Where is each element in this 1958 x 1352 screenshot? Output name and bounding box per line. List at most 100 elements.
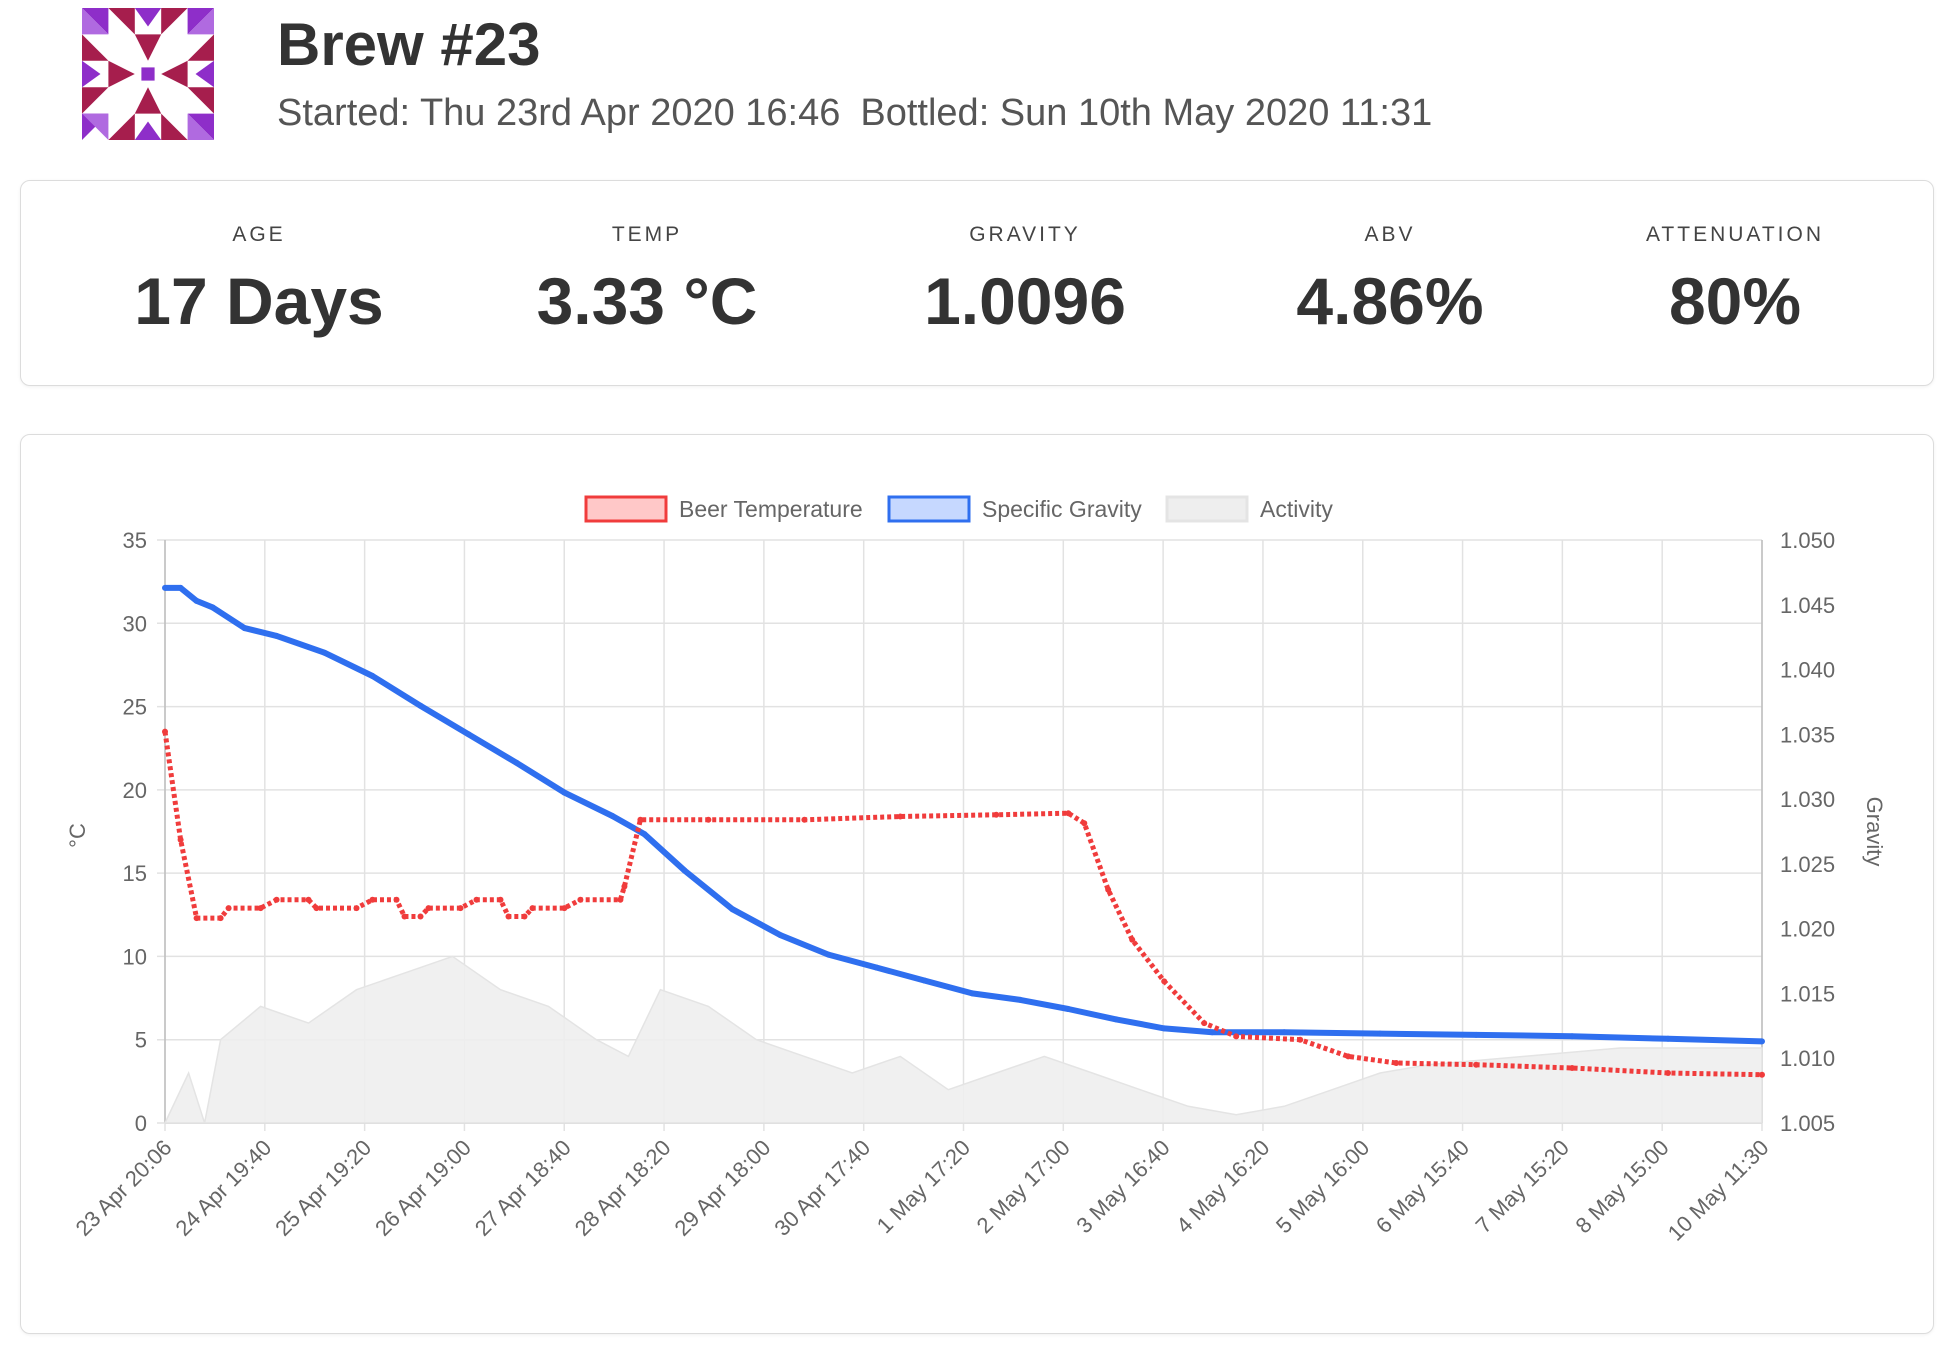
stat-value: 80% (1668, 264, 1802, 338)
fermentation-chart: 0 5 10 15 20 25 30 35 1.005 1.010 1.015 1.020 1.025 1… (65, 495, 1887, 1246)
stat-value: 3.33 °C (536, 264, 758, 338)
gravity-point (465, 731, 472, 738)
stat-value: 17 Days (134, 264, 384, 338)
stat-label: ABV (1364, 223, 1416, 246)
bottled-date: Bottled: Sun 10th May 2020 11:31 (860, 92, 1433, 134)
temperature-point (1569, 1065, 1576, 1071)
page-title: Brew #23 (277, 11, 541, 78)
temperature-point (417, 913, 424, 920)
temperature-point (1129, 936, 1136, 943)
started-date: Started: Thu 23rd Apr 2020 16:46 (277, 92, 841, 134)
temperature-point (521, 913, 528, 920)
gravity-point (1017, 996, 1024, 1003)
gravity-point (209, 604, 216, 611)
temperature-point (577, 896, 584, 903)
temperature-point (162, 728, 168, 735)
x-tick-label: 8 May 15:00 (1570, 1135, 1673, 1238)
temperature-point (505, 913, 512, 920)
temperature-point (561, 905, 568, 912)
temperature-point (1297, 1036, 1304, 1043)
stat-value: 1.0096 (924, 264, 1126, 338)
gravity-point (321, 649, 328, 656)
temperature-point (1105, 886, 1112, 893)
stat-age: AGE 17 Days (79, 223, 439, 339)
legend-beer-temperature: Beer Temperature (584, 495, 863, 523)
temperature-point (617, 896, 624, 903)
gravity-point (162, 584, 168, 591)
x-tick-label: 7 May 15:20 (1471, 1135, 1574, 1238)
x-tick-label: 30 Apr 17:40 (769, 1135, 875, 1241)
legend-label: Specific Gravity (982, 496, 1142, 522)
gravity-point (641, 831, 648, 838)
temperature-point (401, 913, 408, 920)
gravity-point (609, 813, 616, 819)
gravity-point (369, 673, 376, 679)
legend-activity: Activity (1165, 495, 1333, 523)
temperature-point (1081, 820, 1088, 827)
x-tick-label: 3 May 16:40 (1071, 1135, 1174, 1238)
gravity-point (193, 597, 200, 604)
gravity-point (1113, 1016, 1120, 1023)
stat-attenuation: ATTENUATION 80% (1555, 223, 1915, 339)
temperature-point (353, 905, 360, 912)
gravity-point (177, 584, 184, 591)
stat-label: GRAVITY (969, 223, 1081, 246)
x-tick-label: 6 May 15:40 (1371, 1135, 1474, 1238)
gravity-point (1665, 1035, 1671, 1042)
legend-swatch (584, 495, 668, 523)
gravity-point (1473, 1031, 1480, 1038)
stat-label: TEMP (611, 223, 683, 246)
x-tick-label: 26 Apr 19:00 (370, 1135, 476, 1241)
gravity-point (273, 632, 280, 639)
y-left-tick-label: 5 (135, 1028, 147, 1053)
page-header: Brew #23 Started: Thu 23rd Apr 2020 16:4… (0, 0, 1958, 170)
x-tick-label: 23 Apr 20:06 (71, 1135, 177, 1241)
temperature-point (257, 905, 264, 912)
identicon-logo-icon (82, 8, 214, 140)
temperature-point (177, 836, 184, 843)
legend-label: Activity (1260, 496, 1333, 522)
x-tick-label: 1 May 17:20 (872, 1135, 975, 1238)
y-left-tick-label: 0 (135, 1111, 147, 1136)
gravity-point (825, 951, 832, 958)
legend-label: Beer Temperature (679, 496, 863, 522)
gravity-point (681, 867, 688, 874)
y-right-tick-label: 1.045 (1780, 593, 1835, 618)
temperature-point (425, 905, 432, 912)
gravity-point (1209, 1029, 1216, 1036)
y-left-tick-label: 35 (123, 528, 147, 553)
x-tick-label: 5 May 16:00 (1271, 1135, 1374, 1238)
temperature-point (1233, 1033, 1240, 1040)
gravity-point (561, 789, 568, 796)
temperature-point (1665, 1070, 1671, 1076)
temperature-point (305, 896, 312, 903)
temperature-point (1201, 1020, 1208, 1027)
temperature-point (273, 896, 280, 903)
temperature-point (225, 905, 232, 912)
gravity-point (1161, 1025, 1168, 1032)
y-right-tick-label: 1.035 (1780, 722, 1835, 747)
y-right-tick-label: 1.005 (1780, 1111, 1835, 1136)
y-left-axis-title: °C (65, 823, 90, 848)
temperature-point (497, 896, 504, 903)
legend-specific-gravity: Specific Gravity (887, 495, 1142, 523)
x-tick-label: 2 May 17:00 (972, 1135, 1075, 1238)
y-right-axis-title: Gravity (1862, 797, 1887, 867)
y-left-tick-label: 30 (123, 611, 147, 636)
gravity-point (969, 990, 976, 997)
temperature-point (801, 816, 808, 823)
y-right-tick-label: 1.015 (1780, 981, 1835, 1006)
x-tick-label: 24 Apr 19:40 (170, 1135, 276, 1241)
temperature-point (1759, 1071, 1765, 1078)
temperature-point (705, 816, 712, 823)
stats-card: AGE 17 Days TEMP 3.33 °C GRAVITY 1.0096 … (20, 180, 1934, 386)
y-left-tick-label: 25 (123, 695, 147, 720)
gravity-point (1377, 1030, 1384, 1037)
y-left-tick-label: 15 (123, 861, 147, 886)
temperature-point (473, 896, 480, 903)
y-right-tick-label: 1.050 (1780, 528, 1835, 553)
temperature-point (1473, 1061, 1480, 1068)
gravity-point (1759, 1038, 1765, 1045)
gravity-point (1281, 1029, 1288, 1036)
x-tick-label: 10 May 11:30 (1663, 1135, 1774, 1246)
